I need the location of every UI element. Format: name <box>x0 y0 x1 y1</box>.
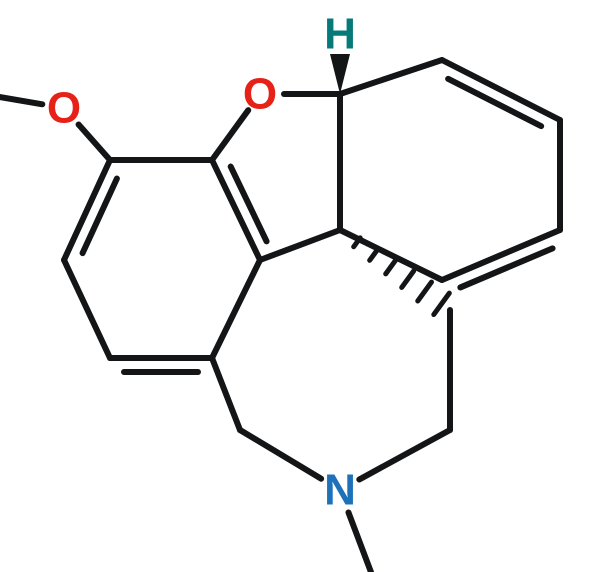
o-atom-label: O <box>47 84 81 133</box>
molecule-diagram: OHON <box>0 0 600 572</box>
h-atom-label: H <box>324 10 356 59</box>
n-atom-label: N <box>324 466 356 515</box>
o-atom-label: O <box>243 70 277 119</box>
